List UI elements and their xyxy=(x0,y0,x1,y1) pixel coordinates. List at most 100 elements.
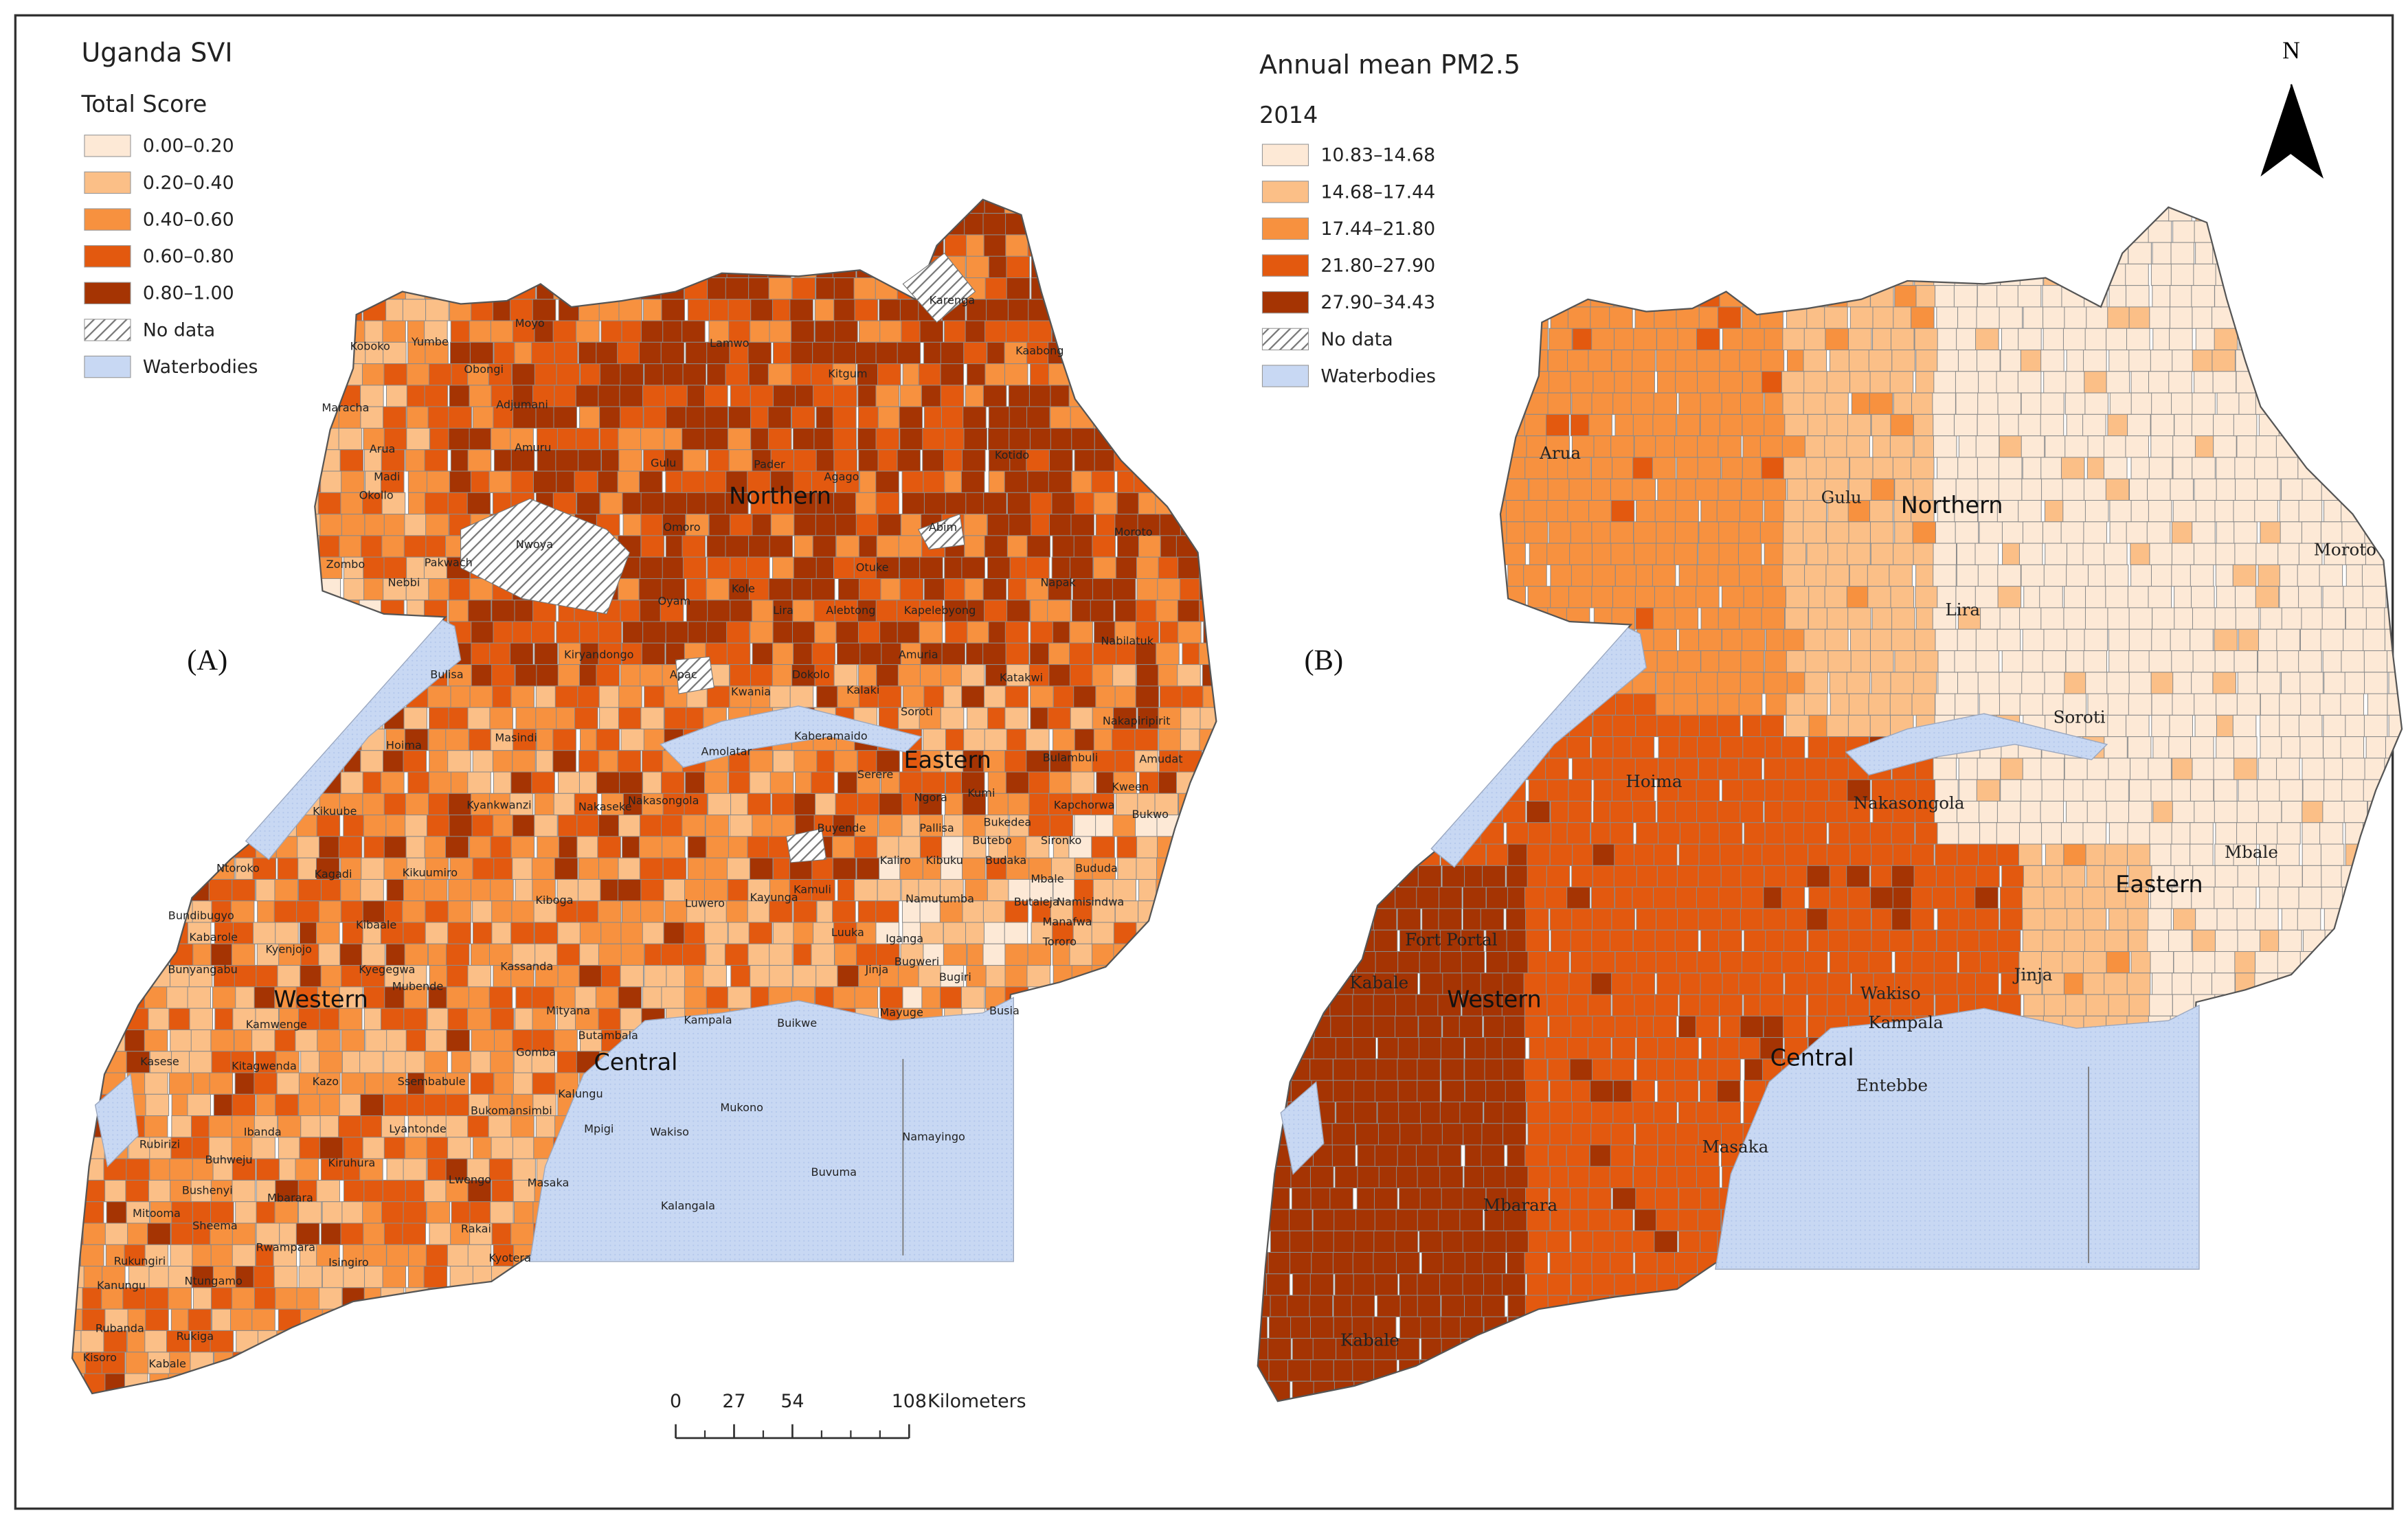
district xyxy=(1696,1165,1720,1189)
district xyxy=(1803,951,1828,974)
district xyxy=(576,815,600,837)
district xyxy=(1696,586,1720,609)
district xyxy=(1783,779,1808,801)
district xyxy=(1483,1165,1507,1189)
district xyxy=(319,793,344,816)
district xyxy=(1848,328,1872,351)
district xyxy=(275,1051,300,1073)
district xyxy=(125,1352,150,1374)
district xyxy=(1004,470,1028,493)
district xyxy=(574,793,598,816)
district xyxy=(1614,564,1639,587)
district xyxy=(1633,1165,1657,1189)
district xyxy=(578,857,603,880)
district xyxy=(1397,1037,1422,1060)
district xyxy=(554,685,579,708)
district xyxy=(664,385,689,407)
district xyxy=(424,320,448,343)
district xyxy=(1004,922,1028,944)
district xyxy=(1570,521,1595,544)
district xyxy=(1847,543,1871,565)
district xyxy=(1394,1230,1419,1253)
district xyxy=(1827,973,1852,995)
district xyxy=(383,1137,408,1159)
district xyxy=(984,535,1009,558)
district xyxy=(1090,600,1114,622)
district xyxy=(875,341,900,365)
district xyxy=(1008,385,1033,407)
district xyxy=(296,900,320,923)
district xyxy=(1869,371,1894,394)
district xyxy=(598,900,622,923)
district xyxy=(618,578,642,601)
district xyxy=(469,728,493,751)
district xyxy=(644,685,668,708)
district xyxy=(941,406,965,429)
district xyxy=(574,707,598,729)
district xyxy=(945,492,969,515)
district xyxy=(983,492,1007,515)
district xyxy=(1417,1209,1441,1231)
district xyxy=(489,642,513,666)
district xyxy=(318,836,343,858)
district xyxy=(145,1308,169,1331)
district xyxy=(535,965,559,988)
district xyxy=(467,771,491,794)
district xyxy=(1590,1123,1614,1146)
district xyxy=(875,470,899,493)
district xyxy=(617,341,641,365)
district xyxy=(428,578,452,601)
district xyxy=(1523,1058,1548,1081)
district xyxy=(684,986,708,1009)
district xyxy=(597,470,622,493)
district xyxy=(1374,1080,1399,1102)
district xyxy=(318,1287,343,1310)
district xyxy=(1824,435,1848,458)
district xyxy=(854,878,878,902)
district xyxy=(1613,865,1638,888)
district xyxy=(255,1051,280,1073)
district xyxy=(1847,951,1872,974)
district xyxy=(1631,1080,1656,1102)
district xyxy=(730,514,754,536)
district xyxy=(1610,435,1634,458)
district xyxy=(1738,521,1763,544)
district xyxy=(187,986,212,1009)
district xyxy=(425,922,449,944)
district xyxy=(963,406,987,429)
district xyxy=(1849,306,1874,329)
district xyxy=(662,556,686,579)
district xyxy=(426,1137,451,1159)
district xyxy=(515,664,539,687)
district xyxy=(445,1115,470,1138)
district xyxy=(1739,607,1763,630)
district xyxy=(1566,887,1590,909)
district xyxy=(1566,1144,1590,1167)
district xyxy=(534,922,559,944)
district xyxy=(1698,865,1722,888)
district xyxy=(1610,499,1635,523)
district xyxy=(1545,758,1569,780)
district xyxy=(877,878,901,902)
district xyxy=(960,470,985,493)
district xyxy=(1808,887,1832,909)
district xyxy=(1847,887,1871,909)
district xyxy=(1566,736,1591,759)
district xyxy=(661,299,686,321)
district xyxy=(490,1201,514,1224)
district xyxy=(1803,822,1827,845)
district xyxy=(340,878,364,902)
district xyxy=(168,1008,192,1030)
district xyxy=(1849,628,1874,651)
district xyxy=(665,621,690,644)
district xyxy=(1117,535,1141,558)
district xyxy=(791,406,815,429)
district xyxy=(1587,994,1612,1016)
district xyxy=(449,815,473,837)
district xyxy=(402,299,427,321)
district xyxy=(1804,672,1828,694)
district xyxy=(1698,628,1722,651)
district xyxy=(598,815,622,837)
district xyxy=(1441,1295,1465,1317)
district xyxy=(727,857,751,880)
